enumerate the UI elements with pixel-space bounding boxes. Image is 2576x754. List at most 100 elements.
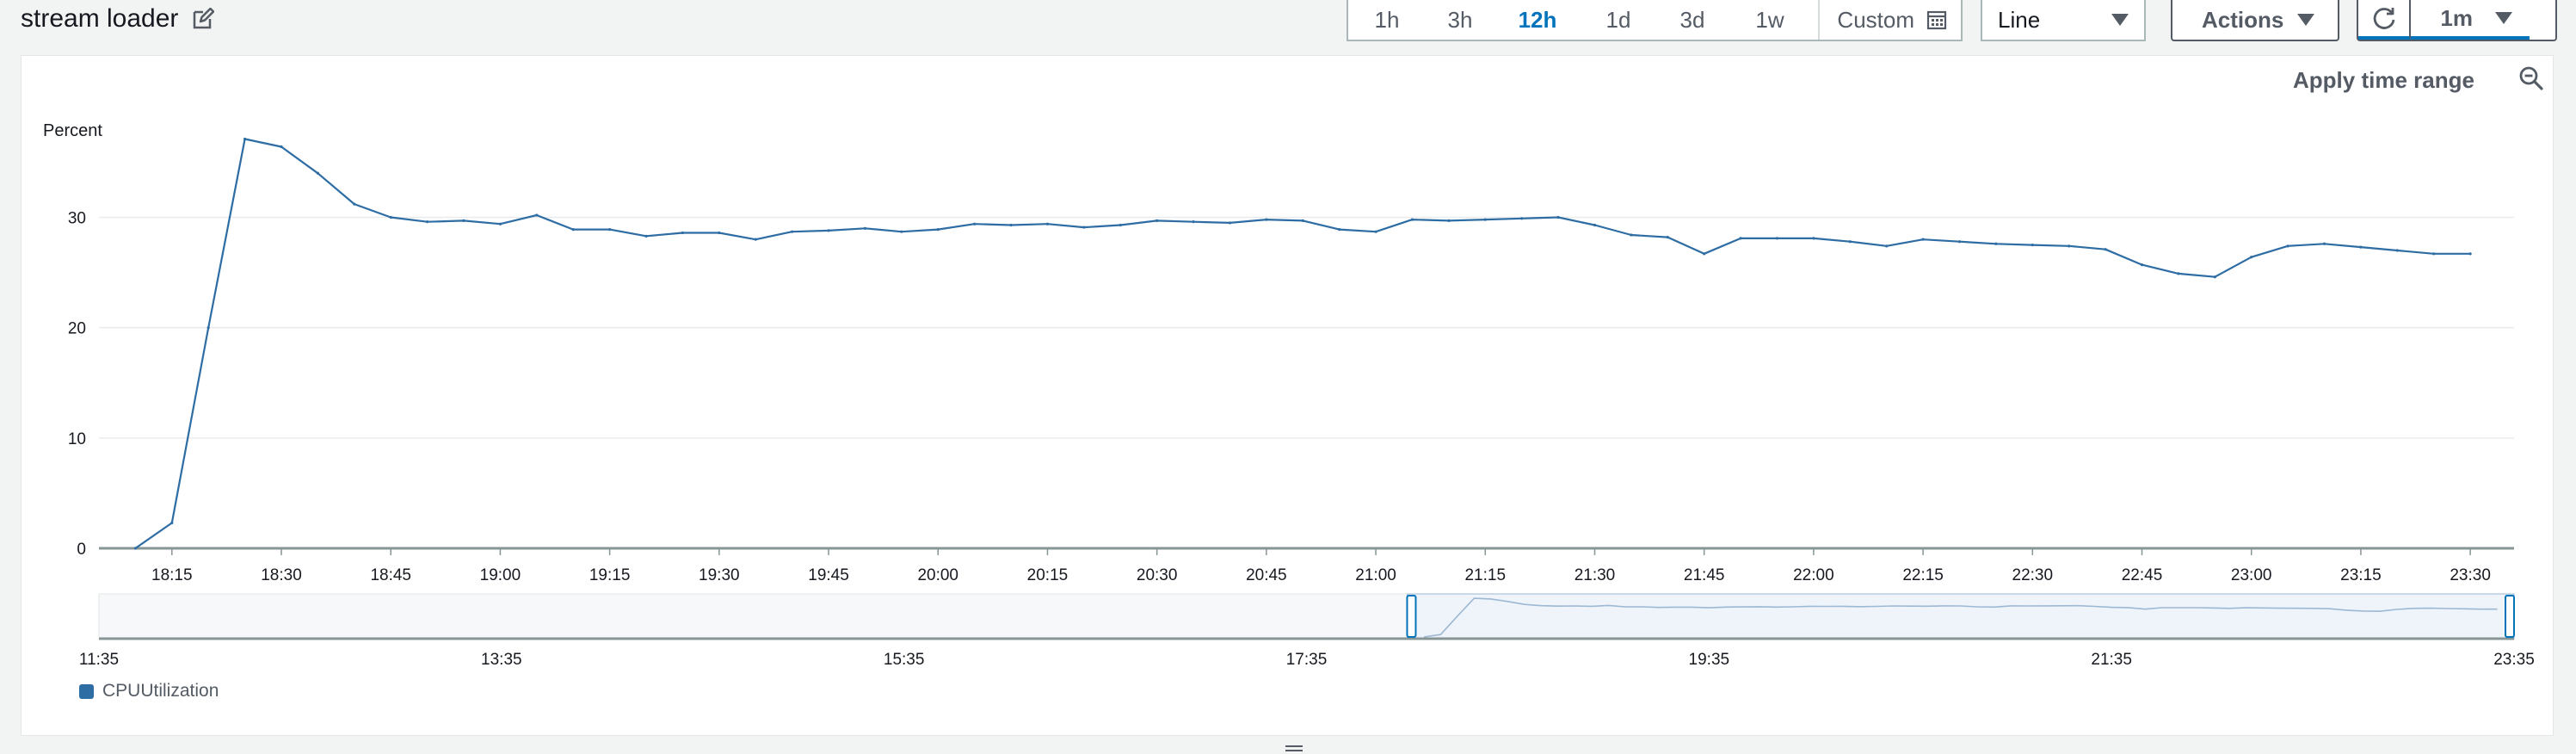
data-point [1556,215,1560,219]
x-tick-label: 18:15 [151,566,193,584]
overview-tick-label: 21:35 [2091,651,2132,669]
y-tick-label: 20 [68,320,86,338]
data-point [1045,222,1050,226]
data-point [1739,237,1742,240]
data-point [1119,223,1122,227]
x-tick-label: 19:45 [808,566,849,584]
data-point [2359,245,2363,249]
data-point [2177,272,2180,275]
data-point [791,230,794,233]
actions-button[interactable]: Actions [2171,0,2339,41]
data-point [571,228,575,232]
data-point [2286,244,2289,248]
y-axis-label: Percent [43,121,102,140]
refresh-control: 1m [2357,0,2557,41]
x-tick-label: 20:00 [917,566,958,584]
edit-icon[interactable] [192,8,215,30]
apply-time-range-button[interactable]: Apply time range [2293,67,2474,93]
data-point [1410,218,1414,221]
data-point [353,202,356,206]
overview-tick-label: 11:35 [79,651,119,669]
widget-title-text: stream loader [21,4,179,33]
data-point [1520,217,1524,220]
time-range-1d[interactable]: 1d [1605,6,1631,33]
refresh-interval-dropdown[interactable]: 1m [2411,0,2530,40]
data-point [1082,226,1086,229]
chart-type-select[interactable]: Line [1981,0,2146,41]
data-point [2468,252,2472,256]
x-tick-label: 19:15 [589,566,631,584]
time-range-3d[interactable]: 3d [1679,6,1705,33]
data-point [681,231,685,235]
overview-tick-label: 23:35 [2493,651,2535,669]
time-range-1w[interactable]: 1w [1755,6,1784,33]
data-point [170,521,174,525]
time-range-custom[interactable]: Custom [1818,0,1961,40]
time-range-1h[interactable]: 1h [1374,6,1400,33]
actions-label: Actions [2202,6,2284,33]
data-point [1885,244,1889,248]
data-point [389,215,392,219]
x-tick-label: 22:15 [1902,566,1944,584]
data-point [243,137,247,141]
data-point [754,238,757,241]
data-point [936,228,940,232]
refresh-icon [2373,8,2395,29]
data-point [1156,219,1159,222]
x-tick-label: 21:45 [1684,566,1725,584]
data-point [1812,237,1815,240]
time-range-12h[interactable]: 12h [1518,6,1557,33]
legend-swatch [79,683,94,699]
resize-handle-icon[interactable] [1285,744,1303,754]
x-tick-label: 23:00 [2231,566,2272,584]
data-point [2140,263,2144,267]
data-point [1009,223,1013,227]
x-tick-label: 23:30 [2450,566,2491,584]
overview-series-line [1423,597,2498,638]
x-tick-label: 20:45 [1246,566,1287,584]
data-point [2031,243,2034,247]
overview-tick-label: 19:35 [1689,651,1730,669]
x-tick-label: 21:15 [1464,566,1506,584]
data-point [1703,252,1706,256]
x-tick-label: 18:30 [261,566,302,584]
caret-down-icon [2495,12,2512,24]
x-tick-label: 18:45 [370,566,411,584]
data-point [316,171,320,175]
calendar-icon [1926,10,1947,30]
data-point [498,222,502,226]
zoom-out-icon[interactable] [2518,65,2544,91]
data-point [900,230,903,233]
data-point [1338,228,1341,232]
data-point [1483,218,1487,221]
data-point [2395,249,2399,252]
dashboard-widget-header: stream loader 1h 3h 12h 1d 3d 1w Custom [0,0,2576,53]
overview-range-handle[interactable] [2505,595,2515,638]
x-tick-label: 21:00 [1355,566,1396,584]
x-tick-label: 23:15 [2340,566,2382,584]
x-tick-label: 22:30 [2012,566,2054,584]
data-point [827,229,830,232]
data-point [133,547,138,550]
time-range-3h[interactable]: 3h [1447,6,1473,33]
data-point [1374,230,1377,233]
data-point [718,231,721,235]
x-tick-label: 19:00 [480,566,521,584]
chart-type-value: Line [1998,6,2041,33]
overview-range-handle[interactable] [1406,595,1417,638]
overview-tick-label: 17:35 [1286,651,1328,669]
refresh-button[interactable] [2358,0,2412,40]
data-point [1192,220,1195,224]
data-point [2432,252,2436,256]
x-tick-label: 20:30 [1137,566,1178,584]
overview-tick-label: 15:35 [884,651,925,669]
data-point [973,222,977,226]
data-point [644,234,648,238]
data-point [1228,221,1232,225]
overview-tick-label: 13:35 [481,651,522,669]
x-tick-label: 19:30 [699,566,740,584]
x-tick-label: 22:45 [2122,566,2163,584]
legend-item-label[interactable]: CPUUtilization [102,681,219,701]
overview-selection [1406,593,2515,640]
